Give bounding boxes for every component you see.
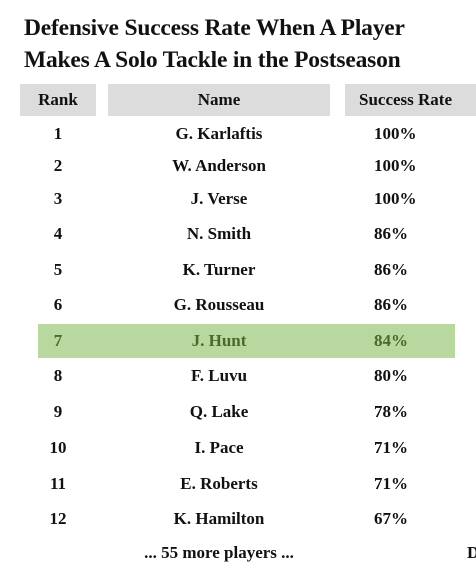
rank-cell: 5 bbox=[53, 260, 63, 279]
name-cell: K. Turner bbox=[182, 260, 256, 279]
rank-cell: 1 bbox=[53, 124, 63, 143]
rate-cell: 71% bbox=[374, 438, 408, 457]
rank-cell: 6 bbox=[53, 295, 63, 314]
table-row: 1 G. Karlaftis 100% bbox=[0, 117, 476, 151]
rank-cell: 11 bbox=[49, 474, 67, 493]
rate-cell: 100% bbox=[374, 124, 417, 143]
table-row: 11 E. Roberts 71% bbox=[0, 467, 476, 501]
name-cell: K. Hamilton bbox=[173, 509, 265, 528]
rank-cell: 2 bbox=[53, 156, 63, 175]
rate-cell: 86% bbox=[374, 260, 408, 279]
rank-cell: 10 bbox=[49, 438, 67, 457]
table-row: 10 I. Pace 71% bbox=[0, 431, 476, 465]
title-line-2: Makes A Solo Tackle in the Postseason bbox=[24, 47, 401, 73]
rate-cell: 86% bbox=[374, 224, 408, 243]
name-cell: N. Smith bbox=[186, 224, 252, 243]
rate-cell: 78% bbox=[374, 402, 408, 421]
table-row: 3 J. Verse 100% bbox=[0, 182, 476, 216]
column-header-rank: Rank bbox=[20, 84, 96, 116]
rank-cell: 3 bbox=[53, 189, 63, 208]
title-line-1: Defensive Success Rate When A Player bbox=[24, 15, 405, 41]
column-header-success-rate: Success Rate bbox=[345, 84, 476, 116]
name-cell: J. Verse bbox=[190, 189, 248, 208]
table-row: 8 F. Luvu 80% bbox=[0, 359, 476, 393]
name-cell: I. Pace bbox=[194, 438, 244, 457]
table-row: 5 K. Turner 86% bbox=[0, 253, 476, 287]
rank-cell: 7 bbox=[53, 331, 63, 350]
name-cell: W. Anderson bbox=[172, 156, 266, 175]
name-cell: Q. Lake bbox=[189, 402, 249, 421]
table-row: 4 N. Smith 86% bbox=[0, 217, 476, 251]
rate-cell: 100% bbox=[374, 156, 417, 175]
cropped-edge-text: D bbox=[467, 543, 476, 562]
rate-cell: 100% bbox=[374, 189, 417, 208]
name-cell: F. Luvu bbox=[190, 366, 248, 385]
name-cell: J. Hunt bbox=[191, 331, 247, 350]
row-highlight bbox=[38, 324, 455, 358]
chart-title: Defensive Success Rate When A Player Mak… bbox=[24, 12, 474, 76]
highlighted-table-row: 7 J. Hunt 84% bbox=[0, 324, 476, 358]
more-players-note: ... 55 more players ... bbox=[144, 543, 294, 562]
rank-cell: 8 bbox=[53, 366, 63, 385]
rank-cell: 4 bbox=[53, 224, 63, 243]
name-cell: E. Roberts bbox=[180, 474, 258, 493]
rate-cell: 84% bbox=[374, 331, 408, 350]
rank-cell: 9 bbox=[53, 402, 63, 421]
rate-cell: 80% bbox=[374, 366, 408, 385]
rate-cell: 71% bbox=[374, 474, 408, 493]
rate-cell: 86% bbox=[374, 295, 408, 314]
table-row: 6 G. Rousseau 86% bbox=[0, 288, 476, 322]
table-row: 9 Q. Lake 78% bbox=[0, 395, 476, 429]
table-row: 2 W. Anderson 100% bbox=[0, 149, 476, 183]
name-cell: G. Karlaftis bbox=[175, 124, 263, 143]
table-row: 12 K. Hamilton 67% bbox=[0, 502, 476, 536]
column-header-name: Name bbox=[108, 84, 330, 116]
rate-cell: 67% bbox=[374, 509, 408, 528]
name-cell: G. Rousseau bbox=[173, 295, 265, 314]
rank-cell: 12 bbox=[49, 509, 67, 528]
